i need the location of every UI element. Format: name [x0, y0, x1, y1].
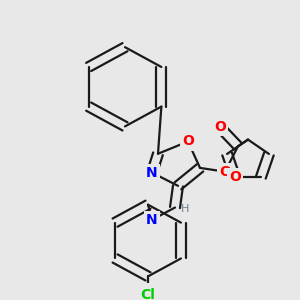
Text: O: O: [219, 165, 231, 179]
Text: H: H: [181, 204, 189, 214]
Text: O: O: [182, 134, 194, 148]
Text: N: N: [146, 166, 158, 180]
Text: N: N: [146, 213, 158, 227]
Text: O: O: [214, 120, 226, 134]
Text: Cl: Cl: [141, 288, 155, 300]
Text: O: O: [229, 170, 241, 184]
